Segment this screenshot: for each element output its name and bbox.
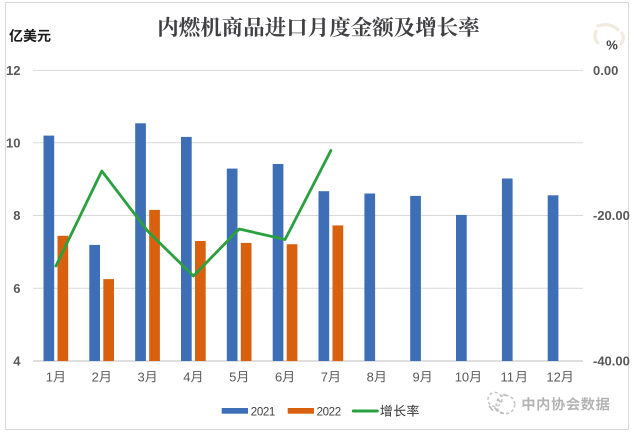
svg-text:6: 6 [13,281,20,296]
svg-text:-20.00: -20.00 [593,208,630,223]
svg-text:2: 2 [92,369,99,384]
svg-text:2021: 2021 [251,406,275,418]
svg-text:4: 4 [183,369,190,384]
svg-text:%: % [606,37,618,52]
svg-text:1: 1 [46,369,53,384]
svg-text:12: 12 [6,63,20,78]
svg-text:12: 12 [546,369,560,384]
svg-text:-40.00: -40.00 [593,354,630,369]
svg-text:2022: 2022 [317,406,341,418]
svg-text:6: 6 [275,369,282,384]
svg-text:5: 5 [229,369,236,384]
svg-text:7: 7 [321,369,328,384]
svg-text:4: 4 [13,354,21,369]
svg-text:11: 11 [501,369,514,384]
svg-text:8: 8 [13,208,20,223]
svg-text:3: 3 [137,369,144,384]
svg-text:10: 10 [455,369,469,384]
svg-text:8: 8 [367,369,374,384]
svg-text:0.00: 0.00 [593,63,618,78]
svg-text:9: 9 [412,369,419,384]
svg-text:10: 10 [6,135,20,150]
